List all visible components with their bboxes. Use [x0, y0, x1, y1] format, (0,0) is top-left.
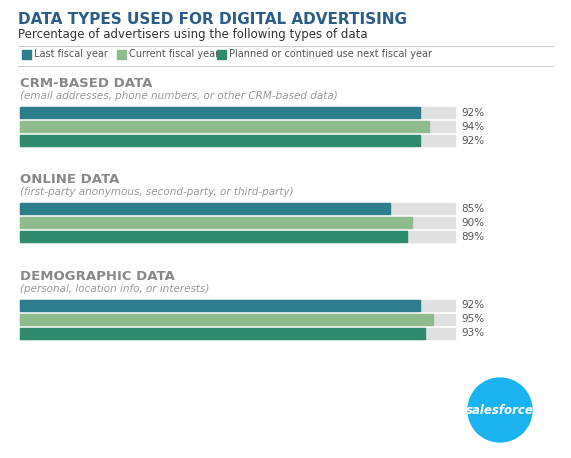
Text: 94%: 94%: [461, 121, 484, 131]
Bar: [117, 49, 126, 59]
Text: DATA TYPES USED FOR DIGITAL ADVERTISING: DATA TYPES USED FOR DIGITAL ADVERTISING: [18, 12, 407, 27]
Text: Last fiscal year: Last fiscal year: [34, 49, 108, 59]
Bar: [20, 328, 455, 339]
Text: 92%: 92%: [461, 108, 484, 118]
Bar: [20, 328, 425, 339]
Text: 93%: 93%: [461, 328, 484, 338]
Bar: [20, 217, 455, 228]
Bar: [20, 135, 420, 146]
Bar: [20, 135, 455, 146]
Bar: [20, 314, 433, 325]
Text: 92%: 92%: [461, 136, 484, 146]
Text: CRM-BASED DATA: CRM-BASED DATA: [20, 77, 152, 90]
Bar: [20, 107, 420, 118]
Bar: [20, 231, 455, 242]
Text: salesforce: salesforce: [466, 403, 534, 416]
Bar: [20, 217, 412, 228]
Bar: [20, 107, 455, 118]
Text: 90%: 90%: [461, 218, 484, 228]
Text: 92%: 92%: [461, 300, 484, 311]
Text: 95%: 95%: [461, 315, 484, 325]
Bar: [20, 121, 455, 132]
Text: 89%: 89%: [461, 231, 484, 241]
Bar: [217, 49, 226, 59]
Bar: [20, 231, 407, 242]
Text: Planned or continued use next fiscal year: Planned or continued use next fiscal yea…: [229, 49, 432, 59]
Text: Percentage of advertisers using the following types of data: Percentage of advertisers using the foll…: [18, 28, 368, 41]
Bar: [20, 314, 455, 325]
Text: (first-party anonymous, second-party, or third-party): (first-party anonymous, second-party, or…: [20, 187, 293, 197]
Text: ONLINE DATA: ONLINE DATA: [20, 173, 119, 186]
Text: 85%: 85%: [461, 203, 484, 213]
Circle shape: [468, 378, 532, 442]
Bar: [22, 49, 31, 59]
Bar: [20, 203, 390, 214]
Bar: [20, 300, 455, 311]
Bar: [20, 300, 420, 311]
Bar: [20, 121, 429, 132]
Text: (email addresses, phone numbers, or other CRM-based data): (email addresses, phone numbers, or othe…: [20, 91, 338, 101]
Text: DEMOGRAPHIC DATA: DEMOGRAPHIC DATA: [20, 270, 175, 283]
Text: (personal, location info, or interests): (personal, location info, or interests): [20, 284, 210, 294]
Bar: [20, 203, 455, 214]
Text: Current fiscal year: Current fiscal year: [129, 49, 219, 59]
